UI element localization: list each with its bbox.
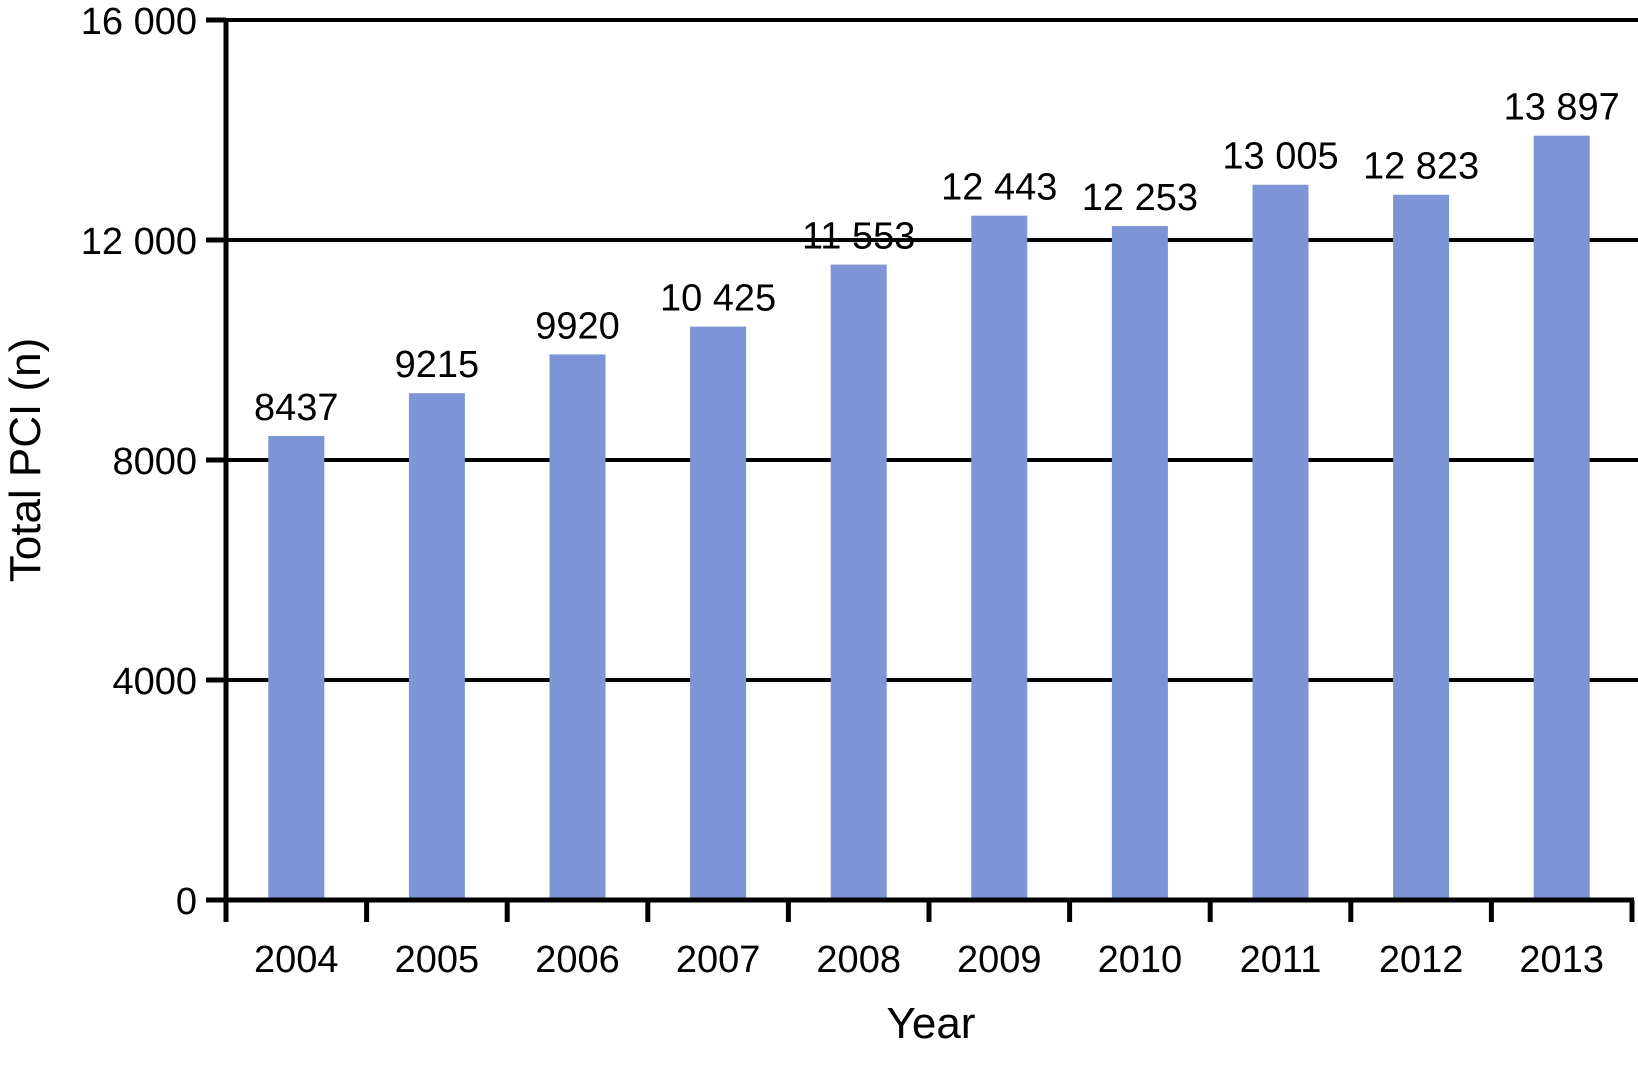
x-tick-label-2008: 2008 (816, 939, 901, 981)
bar-value-label-2006: 9920 (535, 305, 620, 347)
y-tick-label-4000: 4000 (112, 661, 197, 703)
y-tick-label-16000: 16 000 (81, 1, 197, 43)
tick-labels: 0 4000 8000 12 000 16 000 2004 2005 2006 2007 200… (81, 1, 1604, 981)
bar-2005 (408, 393, 465, 900)
bar-2012 (1393, 194, 1450, 901)
bar-2013 (1533, 135, 1590, 901)
bar-value-label-2010: 12 253 (1082, 177, 1198, 219)
bar-2010 (1111, 226, 1168, 900)
bar-value-label-2008: 11 553 (802, 216, 915, 258)
bar-2006 (549, 354, 606, 900)
y-axis-title: Total PCI (n) (1, 338, 50, 583)
x-tick-label-2010: 2010 (1098, 939, 1183, 981)
bar-value-label-2009: 12 443 (941, 167, 1057, 209)
x-tick-label-2005: 2005 (395, 939, 480, 981)
bar-value-label-2012: 12 823 (1363, 146, 1479, 188)
x-tick-label-2006: 2006 (535, 939, 620, 981)
x-axis-title: Year (887, 999, 976, 1048)
y-tick-label-12000: 12 000 (81, 221, 197, 263)
x-tick-label-2013: 2013 (1519, 939, 1604, 981)
bar-2011 (1252, 184, 1309, 901)
y-tick-label-8000: 8000 (112, 441, 197, 483)
bar-2007 (690, 326, 747, 900)
x-tick-label-2009: 2009 (957, 939, 1042, 981)
bars (268, 135, 1590, 901)
x-tick-label-2012: 2012 (1379, 939, 1464, 981)
y-tick-label-0: 0 (176, 881, 197, 923)
x-tick-label-2004: 2004 (254, 939, 339, 981)
data-labels: 8437 9215 9920 10 425 11 553 12 443 12 253 13 0… (254, 87, 1620, 429)
bar-value-label-2013: 13 897 (1504, 87, 1620, 129)
bar-value-label-2011: 13 005 (1222, 136, 1338, 178)
bar-2009 (971, 215, 1028, 900)
bar-2004 (268, 435, 325, 900)
x-tick-label-2007: 2007 (676, 939, 761, 981)
bar-value-label-2005: 9215 (395, 344, 480, 386)
axes (206, 17, 1635, 922)
bar-2008 (830, 264, 887, 901)
x-tick-label-2011: 2011 (1240, 939, 1322, 981)
bar-value-label-2004: 8437 (254, 387, 339, 429)
bar-value-label-2007: 10 425 (660, 278, 776, 320)
